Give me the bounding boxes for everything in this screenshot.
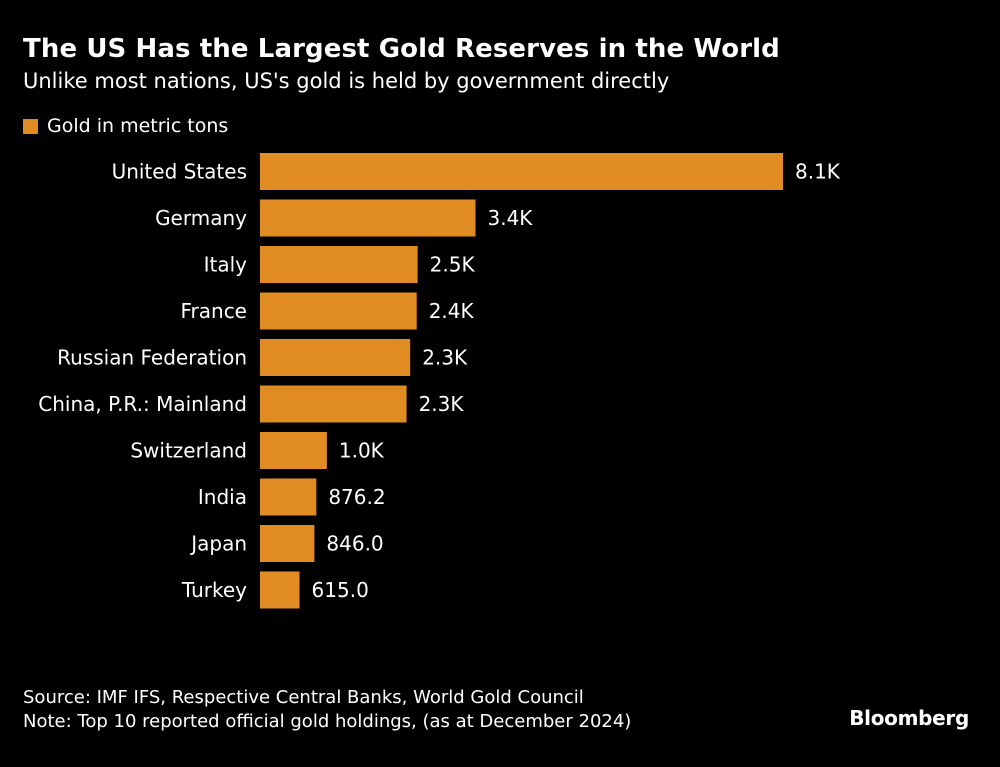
category-label: Italy	[204, 253, 248, 277]
bar	[260, 478, 317, 516]
bar	[260, 153, 783, 190]
bar	[260, 339, 411, 376]
category-label: United States	[112, 160, 247, 184]
note-text: Note: Top 10 reported official gold hold…	[23, 711, 632, 732]
bar-chart: United States 8.1K Germany 3.4K Italy 2.5K Fra…	[38, 153, 841, 609]
chart-subtitle: Unlike most nations, US's gold is held b…	[23, 69, 670, 93]
category-label: France	[180, 299, 247, 323]
value-label: 876.2	[328, 485, 385, 509]
bar	[260, 292, 417, 330]
category-label: Russian Federation	[57, 346, 247, 370]
chart-title: The US Has the Largest Gold Reserves in …	[23, 34, 780, 64]
source-notes: Source: IMF IFS, Respective Central Bank…	[23, 686, 631, 734]
bar	[260, 246, 418, 283]
bar	[260, 385, 407, 423]
bar	[260, 571, 300, 609]
value-label: 2.4K	[429, 299, 475, 323]
category-label: Switzerland	[130, 439, 247, 463]
value-label: 8.1K	[795, 160, 841, 184]
value-label: 1.0K	[339, 439, 385, 463]
legend: Gold in metric tons	[23, 115, 228, 137]
category-label: China, P.R.: Mainland	[38, 392, 247, 416]
bar	[260, 525, 315, 562]
value-label: 846.0	[326, 532, 383, 556]
category-label: India	[198, 485, 247, 509]
bar	[260, 432, 327, 469]
legend-label: Gold in metric tons	[47, 115, 229, 137]
value-label: 2.3K	[422, 346, 468, 370]
category-label: Japan	[189, 532, 247, 556]
value-label: 2.3K	[419, 392, 465, 416]
value-label: 2.5K	[430, 253, 476, 277]
bar	[260, 199, 476, 237]
category-label: Turkey	[181, 578, 247, 602]
value-label: 3.4K	[488, 206, 534, 230]
category-label: Germany	[155, 206, 247, 230]
bloomberg-logo: Bloomberg	[849, 706, 969, 730]
legend-swatch	[23, 118, 38, 134]
source-text: Source: IMF IFS, Respective Central Bank…	[23, 687, 584, 708]
value-label: 615.0	[312, 578, 369, 602]
